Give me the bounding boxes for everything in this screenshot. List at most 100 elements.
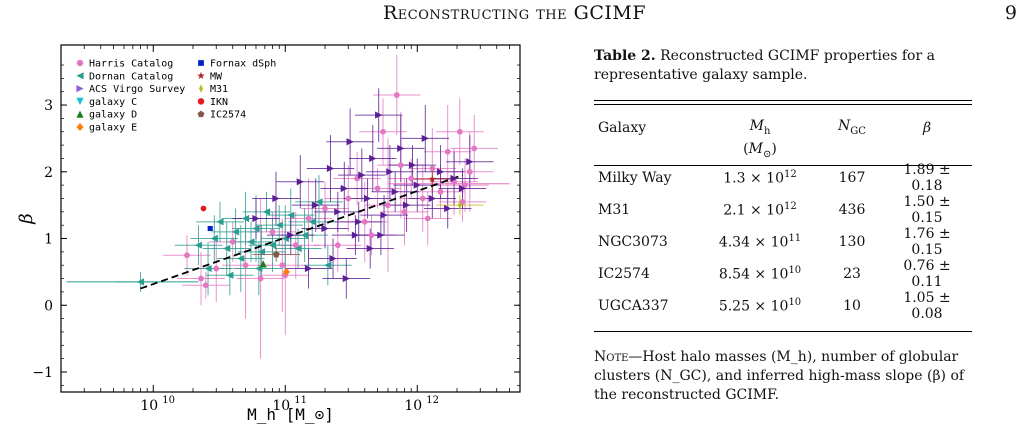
legend-label: IKN bbox=[210, 97, 228, 108]
data-point bbox=[268, 241, 277, 249]
table-row: M31 2.1 × 1012 436 1.50 ± 0.15 bbox=[594, 194, 972, 226]
plot-frame bbox=[60, 44, 521, 393]
table-rule-bottom bbox=[594, 331, 972, 332]
data-point bbox=[361, 218, 368, 225]
data-point bbox=[324, 261, 332, 269]
data-point bbox=[459, 198, 466, 205]
y-tick-label: −1 bbox=[32, 365, 53, 381]
cell-galaxy: IC2574 bbox=[598, 266, 650, 282]
data-point bbox=[380, 128, 386, 135]
data-point bbox=[466, 168, 473, 175]
legend-label: Harris Catalog bbox=[89, 59, 173, 70]
legend-marker bbox=[76, 110, 84, 118]
data-point bbox=[287, 211, 295, 219]
data-point bbox=[450, 174, 458, 183]
legend-label: galaxy C bbox=[89, 97, 137, 108]
caption-label: Table 2. bbox=[594, 48, 656, 64]
x-tick-exponent: 12 bbox=[426, 395, 439, 406]
data-point bbox=[375, 111, 383, 119]
data-point bbox=[456, 128, 463, 135]
cell-mh-mantissa: 4.34 bbox=[718, 234, 750, 251]
x-tick-label: 10 bbox=[272, 398, 290, 414]
data-point bbox=[287, 231, 295, 239]
data-point bbox=[259, 260, 267, 268]
cell-mh-mantissa: 1.3 bbox=[723, 170, 746, 187]
table-row: NGC3073 4.34 × 1011 130 1.76 ± 0.15 bbox=[594, 226, 972, 258]
data-point bbox=[386, 168, 394, 176]
running-head: Reconstructing the GCIMF bbox=[382, 2, 647, 24]
data-point bbox=[252, 224, 260, 233]
data-point bbox=[269, 228, 276, 235]
x-tick-label: 10 bbox=[140, 398, 158, 414]
data-point bbox=[247, 238, 255, 246]
data-point bbox=[429, 165, 436, 172]
data-point bbox=[200, 205, 207, 212]
data-point bbox=[428, 194, 436, 203]
data-point bbox=[257, 248, 266, 256]
data-point bbox=[393, 92, 400, 98]
data-point bbox=[136, 278, 145, 286]
data-point bbox=[204, 264, 212, 273]
data-point bbox=[326, 164, 335, 173]
cell-mh-mantissa: 2.1 bbox=[723, 202, 746, 219]
table-row: IC2574 8.54 × 1010 23 0.76 ± 0.11 bbox=[594, 258, 972, 290]
data-point bbox=[279, 262, 286, 269]
data-point bbox=[444, 204, 452, 213]
cell-mh-exponent: 10 bbox=[788, 265, 802, 277]
legend-marker bbox=[76, 85, 84, 93]
cell-beta: 1.05 ± 0.08 bbox=[903, 290, 951, 322]
data-point bbox=[272, 250, 280, 258]
page-number: 9 bbox=[1004, 2, 1017, 24]
x-tick-exponent: 10 bbox=[162, 395, 175, 406]
legend-label: Dornan Catalog bbox=[89, 71, 173, 82]
legend-marker bbox=[197, 71, 205, 80]
cell-mh-exponent: 12 bbox=[783, 201, 797, 213]
data-point bbox=[294, 244, 302, 253]
legend-marker bbox=[199, 84, 203, 93]
col-header-beta: β bbox=[922, 119, 932, 136]
data-point bbox=[207, 225, 213, 232]
data-point bbox=[272, 194, 280, 203]
legend-label: galaxy D bbox=[89, 110, 137, 121]
legend-marker bbox=[197, 110, 205, 118]
data-point bbox=[377, 231, 385, 239]
table-unit-row: (M⊙) bbox=[594, 139, 972, 162]
cell-galaxy: Milky Way bbox=[598, 170, 672, 186]
legend-marker bbox=[76, 97, 84, 105]
data-point bbox=[346, 138, 354, 146]
cell-mh-exponent: 12 bbox=[783, 169, 797, 181]
data-table: Galaxy Mh NGC β (M⊙) Milky Way 1.3 × 1012… bbox=[594, 116, 972, 322]
data-point bbox=[252, 214, 260, 223]
x-tick-exponent: 11 bbox=[294, 395, 307, 406]
cell-mh: 4.34 × 1011 bbox=[718, 233, 802, 251]
cell-mh-mantissa: 8.54 bbox=[718, 266, 750, 283]
unit-ngc bbox=[822, 139, 882, 162]
data-point bbox=[437, 188, 444, 195]
data-point bbox=[457, 200, 462, 210]
unit-mh: (M⊙) bbox=[743, 141, 777, 160]
data-point bbox=[242, 262, 249, 269]
cell-ngc: 10 bbox=[843, 298, 861, 314]
table-row: UGCA337 5.25 × 1010 10 1.05 ± 0.08 bbox=[594, 290, 972, 322]
data-point bbox=[334, 242, 341, 249]
data-point bbox=[305, 215, 312, 222]
cell-galaxy: NGC3073 bbox=[598, 234, 668, 250]
table-rule-top bbox=[594, 100, 972, 101]
cell-mh: 1.3 × 1012 bbox=[723, 169, 797, 187]
cell-ngc: 436 bbox=[838, 202, 866, 218]
data-point bbox=[292, 242, 299, 249]
table-header-row: Galaxy Mh NGC β bbox=[594, 116, 972, 139]
data-point bbox=[340, 184, 348, 193]
data-point bbox=[213, 265, 220, 272]
legend-marker bbox=[198, 60, 204, 66]
data-point bbox=[358, 171, 366, 179]
cell-mh-exponent: 11 bbox=[788, 233, 802, 245]
data-point bbox=[304, 264, 313, 273]
data-point bbox=[194, 241, 203, 249]
cell-galaxy: M31 bbox=[598, 202, 631, 218]
data-point bbox=[462, 182, 468, 189]
table-row: Milky Way 1.3 × 1012 167 1.89 ± 0.18 bbox=[594, 162, 972, 194]
data-point bbox=[397, 144, 405, 153]
cell-beta: 1.50 ± 0.15 bbox=[903, 194, 951, 226]
